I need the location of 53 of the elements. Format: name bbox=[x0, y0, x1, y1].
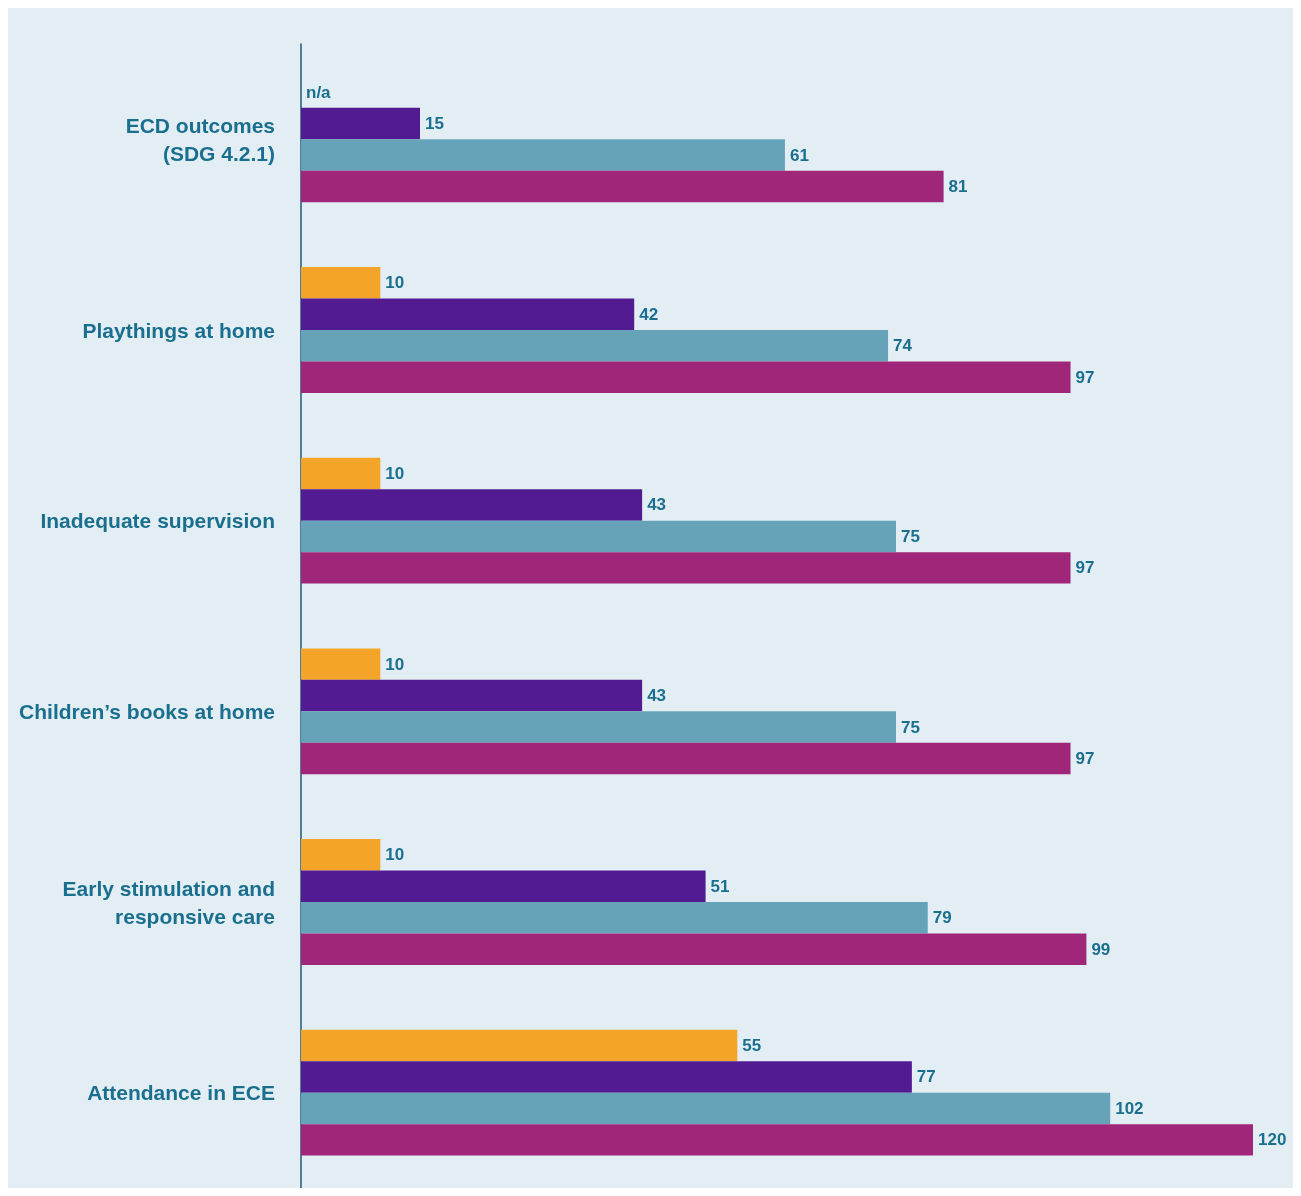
y-tick-label: Early stimulation and responsive care bbox=[62, 876, 275, 928]
data-label: 10 bbox=[385, 463, 405, 483]
bar bbox=[301, 330, 889, 362]
data-label: 15 bbox=[425, 114, 444, 134]
bar bbox=[301, 870, 706, 902]
data-label: 75 bbox=[901, 526, 920, 546]
bar bbox=[301, 298, 635, 330]
bar bbox=[301, 902, 928, 934]
bar bbox=[301, 839, 381, 871]
data-label: 51 bbox=[710, 876, 730, 896]
data-label: 77 bbox=[916, 1067, 936, 1087]
data-label: 75 bbox=[901, 717, 920, 737]
data-label: 97 bbox=[1075, 367, 1095, 387]
y-tick-label: Attendance in ECE bbox=[87, 1081, 275, 1105]
bar bbox=[301, 1061, 912, 1093]
bar bbox=[301, 170, 944, 203]
data-label: 43 bbox=[647, 495, 667, 515]
bar bbox=[301, 1124, 1253, 1156]
data-label: 97 bbox=[1075, 558, 1095, 578]
data-label: 61 bbox=[789, 145, 809, 165]
data-label: 97 bbox=[1075, 749, 1095, 769]
data-label: 81 bbox=[948, 177, 968, 197]
y-tick-label: Inadequate supervision bbox=[40, 509, 275, 533]
data-label: 10 bbox=[385, 845, 405, 865]
bar bbox=[301, 361, 1071, 393]
data-label: 55 bbox=[742, 1035, 762, 1055]
bar bbox=[301, 1092, 1111, 1125]
bar bbox=[301, 742, 1071, 775]
bar bbox=[301, 267, 381, 299]
bar bbox=[301, 679, 643, 712]
bar bbox=[301, 457, 381, 490]
bar bbox=[301, 107, 420, 140]
data-label: 42 bbox=[639, 304, 659, 324]
bar bbox=[301, 933, 1087, 965]
bar bbox=[301, 648, 381, 680]
data-label: 99 bbox=[1091, 939, 1111, 959]
data-label: 102 bbox=[1115, 1098, 1144, 1118]
bar bbox=[301, 552, 1071, 584]
bar bbox=[301, 139, 785, 171]
bar bbox=[301, 711, 896, 743]
data-label: 79 bbox=[932, 908, 952, 928]
y-tick-label: Children’s books at home bbox=[19, 699, 275, 723]
data-label: 120 bbox=[1258, 1130, 1287, 1150]
y-tick-label: ECD outcomes (SDG 4.2.1) bbox=[125, 113, 275, 165]
bar bbox=[301, 489, 643, 521]
data-label: 10 bbox=[385, 654, 405, 674]
data-label: 74 bbox=[893, 336, 913, 356]
y-tick-label: Playthings at home bbox=[82, 318, 275, 342]
bar bbox=[301, 520, 896, 553]
bar bbox=[301, 1029, 738, 1062]
data-label: 10 bbox=[385, 273, 405, 293]
text: n/a bbox=[306, 82, 331, 102]
data-label: 43 bbox=[647, 686, 667, 706]
